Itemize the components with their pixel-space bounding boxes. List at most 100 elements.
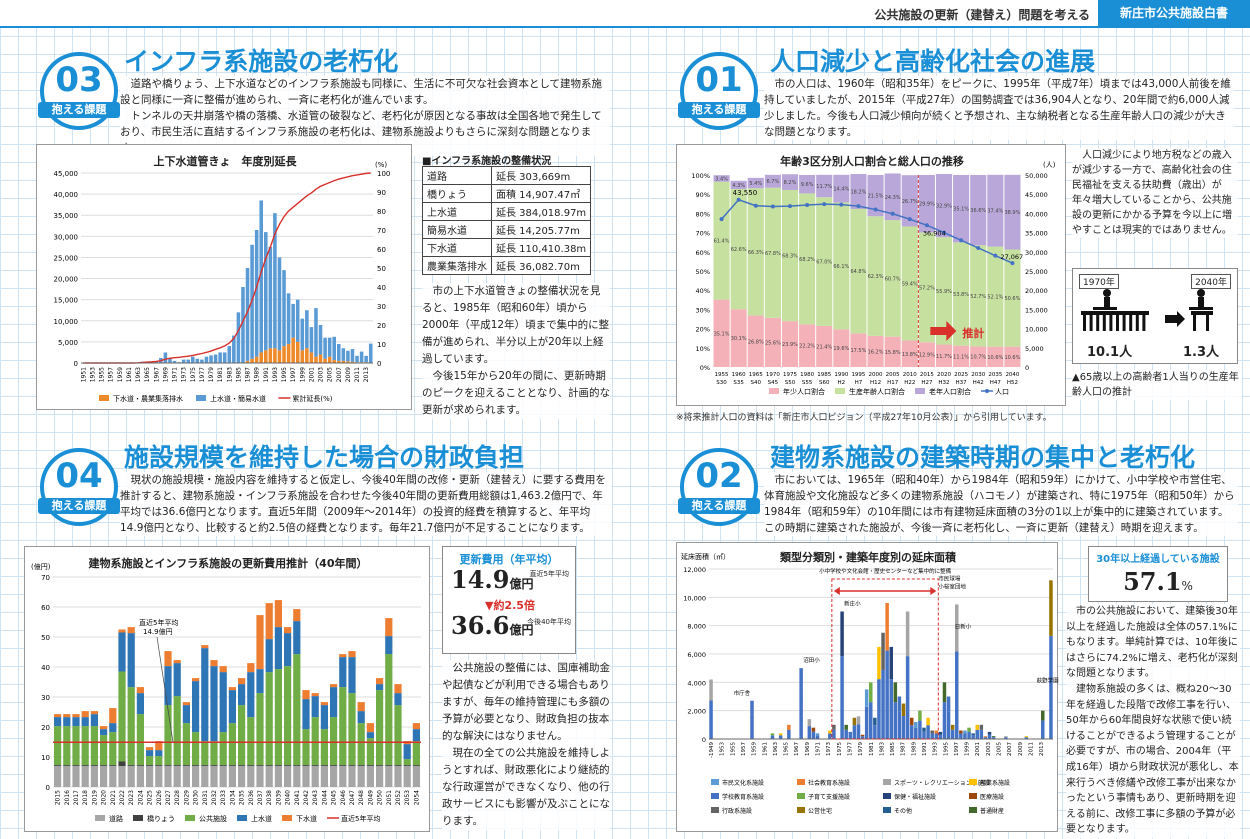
bar xyxy=(109,723,117,733)
legend-swatch xyxy=(282,815,292,821)
bar xyxy=(332,360,336,363)
legend-swatch xyxy=(711,779,719,785)
bar xyxy=(816,174,833,198)
bar xyxy=(238,684,246,706)
bar xyxy=(376,765,384,766)
bar xyxy=(893,682,898,703)
bar xyxy=(155,756,163,766)
x-tick-label: 1953 xyxy=(720,742,726,756)
y-tick-label: 30 xyxy=(41,694,50,702)
bar xyxy=(799,193,816,325)
legend-swatch xyxy=(915,388,925,394)
bar xyxy=(109,766,117,787)
bar xyxy=(934,730,939,734)
bar xyxy=(350,361,355,363)
section-lead-buildings: 市においては、1965年（昭和40年）から1984年（昭和59年）にかけて、小中… xyxy=(764,472,1238,536)
bar xyxy=(799,668,803,693)
chart-title: 建物系施設とインフラ系施設の更新費用推計（40年間） xyxy=(88,557,368,570)
bar xyxy=(219,666,227,673)
y-tick-label: 25,000 xyxy=(54,254,79,262)
x-tick-label: 2005 xyxy=(997,742,1003,756)
bar xyxy=(81,711,89,718)
bar xyxy=(970,175,987,246)
table-row: 農業集落排水 延長 36,082.70m xyxy=(422,256,592,275)
bar xyxy=(357,765,365,766)
bar xyxy=(238,765,246,766)
bar xyxy=(848,734,853,739)
bar xyxy=(346,361,350,363)
x-era-label: S40 xyxy=(751,380,762,386)
x-era-label: H52 xyxy=(1007,380,1018,386)
bar xyxy=(118,629,126,633)
y-tick-label: 15,000 xyxy=(54,297,79,305)
x-tick-label: 1961 xyxy=(126,367,133,382)
bar xyxy=(173,766,181,787)
bar xyxy=(218,352,222,363)
bar xyxy=(259,200,263,353)
bar xyxy=(332,336,336,361)
data-label: 66.3% xyxy=(748,250,764,256)
x-tick-label: 1985 xyxy=(235,367,242,382)
bar xyxy=(100,729,108,736)
y2-tick-label: 15,000 xyxy=(1025,306,1048,314)
x-tick-label: 1965 xyxy=(144,367,151,382)
x-tick-label: 2026 xyxy=(156,790,163,805)
bar xyxy=(781,321,799,367)
bar xyxy=(100,765,108,766)
infra-table-title: ■インフラ系施設の整備状況 xyxy=(422,156,552,167)
data-label: 68.3% xyxy=(782,254,798,260)
bar xyxy=(228,766,236,787)
y-tick-label: 10% xyxy=(696,345,710,353)
bar xyxy=(274,627,282,670)
data-label: 52.7% xyxy=(970,294,986,300)
bar xyxy=(1049,635,1053,739)
bar xyxy=(155,765,163,766)
bar xyxy=(210,666,218,742)
bar xyxy=(897,711,902,739)
bar xyxy=(182,766,190,787)
bar xyxy=(840,611,844,657)
bar xyxy=(877,646,881,680)
x-tick-label: 1979 xyxy=(208,367,215,382)
focus-period-box xyxy=(831,578,939,740)
bar xyxy=(293,621,301,655)
bar xyxy=(873,717,877,726)
x-era-label: H42 xyxy=(973,380,984,386)
data-label: 50.6% xyxy=(1004,296,1020,302)
bar xyxy=(109,765,117,766)
bar xyxy=(173,696,181,766)
bar xyxy=(318,354,323,363)
legend-label: 老年人口割合 xyxy=(929,387,971,396)
bar xyxy=(348,765,356,766)
x-tick-label: 2024 xyxy=(137,790,144,805)
aged-facilities-box: 30年以上経過している施設 57.1% xyxy=(1088,546,1228,602)
bar xyxy=(254,230,259,357)
bar xyxy=(81,726,89,766)
bar xyxy=(72,714,80,718)
bar xyxy=(873,725,877,739)
population-chart: 0% 10% 20% 30% 40% 50% 60% 70% 80% 90% 100% 0 5,000 1… xyxy=(691,161,1055,396)
table-cell: 橋りょう xyxy=(422,184,492,203)
x-tick-label: 1995 xyxy=(943,742,949,756)
x-tick-label: 2041 xyxy=(294,790,301,805)
x-tick-label: 2035 xyxy=(988,372,1002,378)
bar xyxy=(247,766,255,787)
bar xyxy=(852,717,857,726)
bar xyxy=(268,246,273,349)
section-title-infra: インフラ系施設の老朽化 xyxy=(124,47,399,76)
bar xyxy=(385,765,393,766)
bar xyxy=(118,671,126,762)
bar xyxy=(228,723,236,766)
y-tick-label: 0 xyxy=(46,784,50,792)
bar xyxy=(155,741,163,751)
bar xyxy=(781,174,799,190)
bar xyxy=(357,711,365,724)
bar xyxy=(730,309,747,367)
y-tick-label: 20,000 xyxy=(54,276,79,284)
x-tick-label: 1965 xyxy=(784,742,790,756)
x-tick-label: 1961 xyxy=(762,742,768,756)
bar xyxy=(210,660,218,667)
x-tick-label: 1985 xyxy=(890,742,896,756)
bar xyxy=(173,765,181,766)
